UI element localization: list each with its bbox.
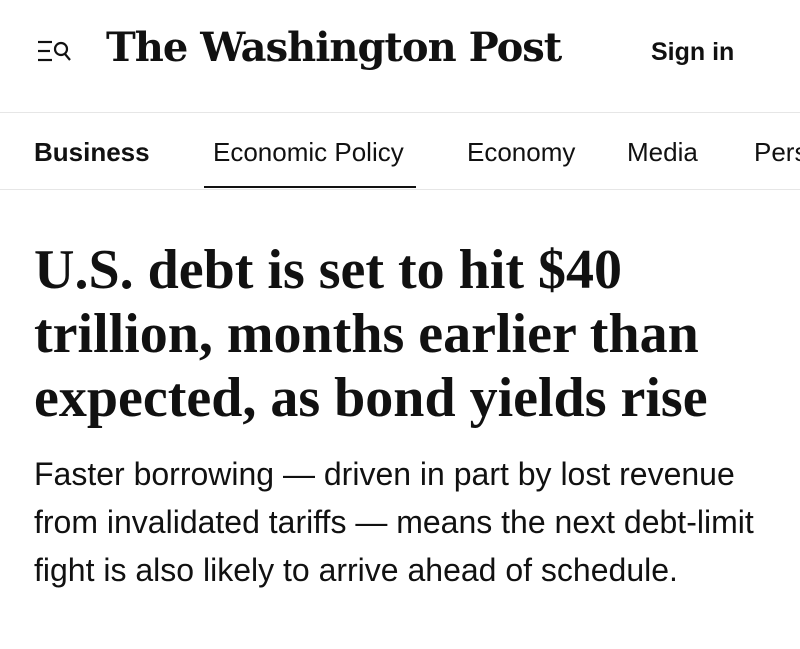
sign-in[interactable]: Sign in bbox=[651, 38, 735, 66]
dek: Faster borrowing — driven in part by los… bbox=[34, 456, 754, 588]
header: The Washington Post Sign in bbox=[0, 0, 800, 113]
nav-item[interactable]: Economy bbox=[467, 137, 576, 167]
nav-item[interactable]: Economic Policy bbox=[213, 137, 404, 167]
menu-search-icon[interactable] bbox=[36, 38, 72, 64]
nav-item[interactable]: Media bbox=[627, 137, 698, 167]
nav-item[interactable]: Business bbox=[34, 137, 150, 167]
section-nav: Business Economic Policy Economy Media P… bbox=[0, 113, 800, 190]
headline[interactable]: U.S. debt is set to hit $40 trillion, mo… bbox=[34, 239, 708, 429]
nav-item[interactable]: Pers bbox=[754, 137, 800, 167]
active-indicator bbox=[204, 186, 416, 188]
logo[interactable]: The Washington Post bbox=[106, 24, 562, 71]
